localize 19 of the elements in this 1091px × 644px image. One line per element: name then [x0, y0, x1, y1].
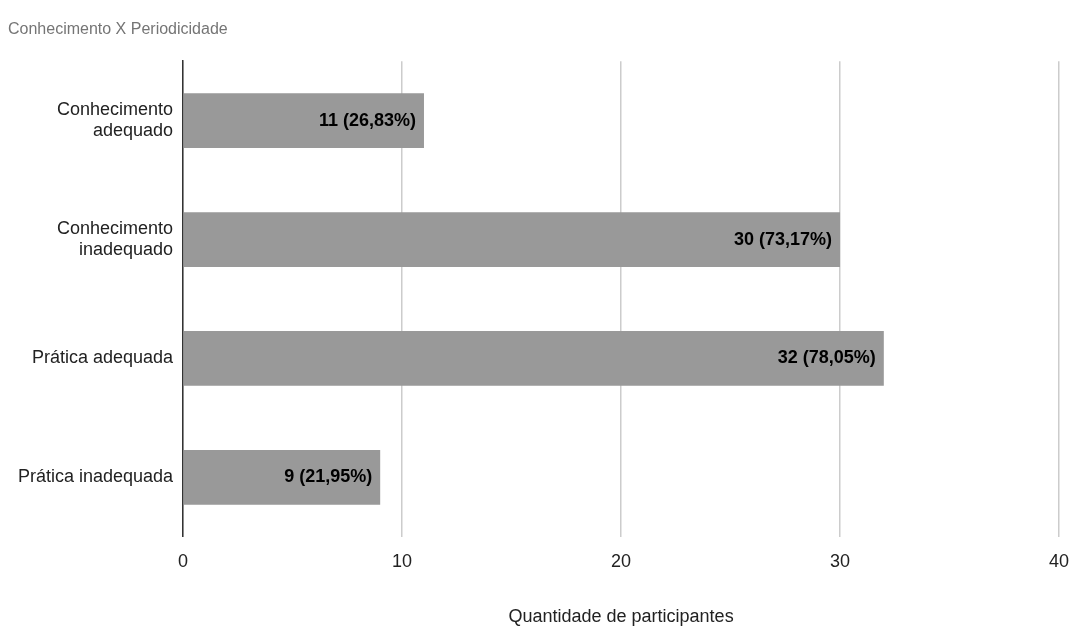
y-tick-label: Conhecimento adequado [57, 98, 174, 141]
x-tick-label: 30 [830, 550, 851, 571]
x-tick-label: 0 [178, 550, 189, 571]
chart-title: Conhecimento X Periodicidade [8, 20, 228, 38]
x-tick-label: 40 [1048, 550, 1069, 571]
x-tick-label: 20 [611, 550, 632, 571]
x-axis-title: Quantidade de participantes [508, 606, 734, 627]
bar [183, 331, 884, 386]
bar [183, 93, 424, 148]
x-tick-label: 10 [392, 550, 413, 571]
bar [183, 450, 381, 505]
data-label: 32 (78,05%) [777, 347, 876, 368]
data-label: 30 (73,17%) [733, 228, 833, 249]
y-tick-label: Prática adequada [32, 347, 175, 368]
data-label: 9 (21,95%) [284, 466, 373, 487]
y-tick-label: Conhecimento inadequado [57, 217, 174, 260]
y-tick-label: Prática inadequada [17, 466, 175, 487]
data-label: 11 (26,83%) [318, 109, 416, 130]
bar [183, 212, 841, 267]
